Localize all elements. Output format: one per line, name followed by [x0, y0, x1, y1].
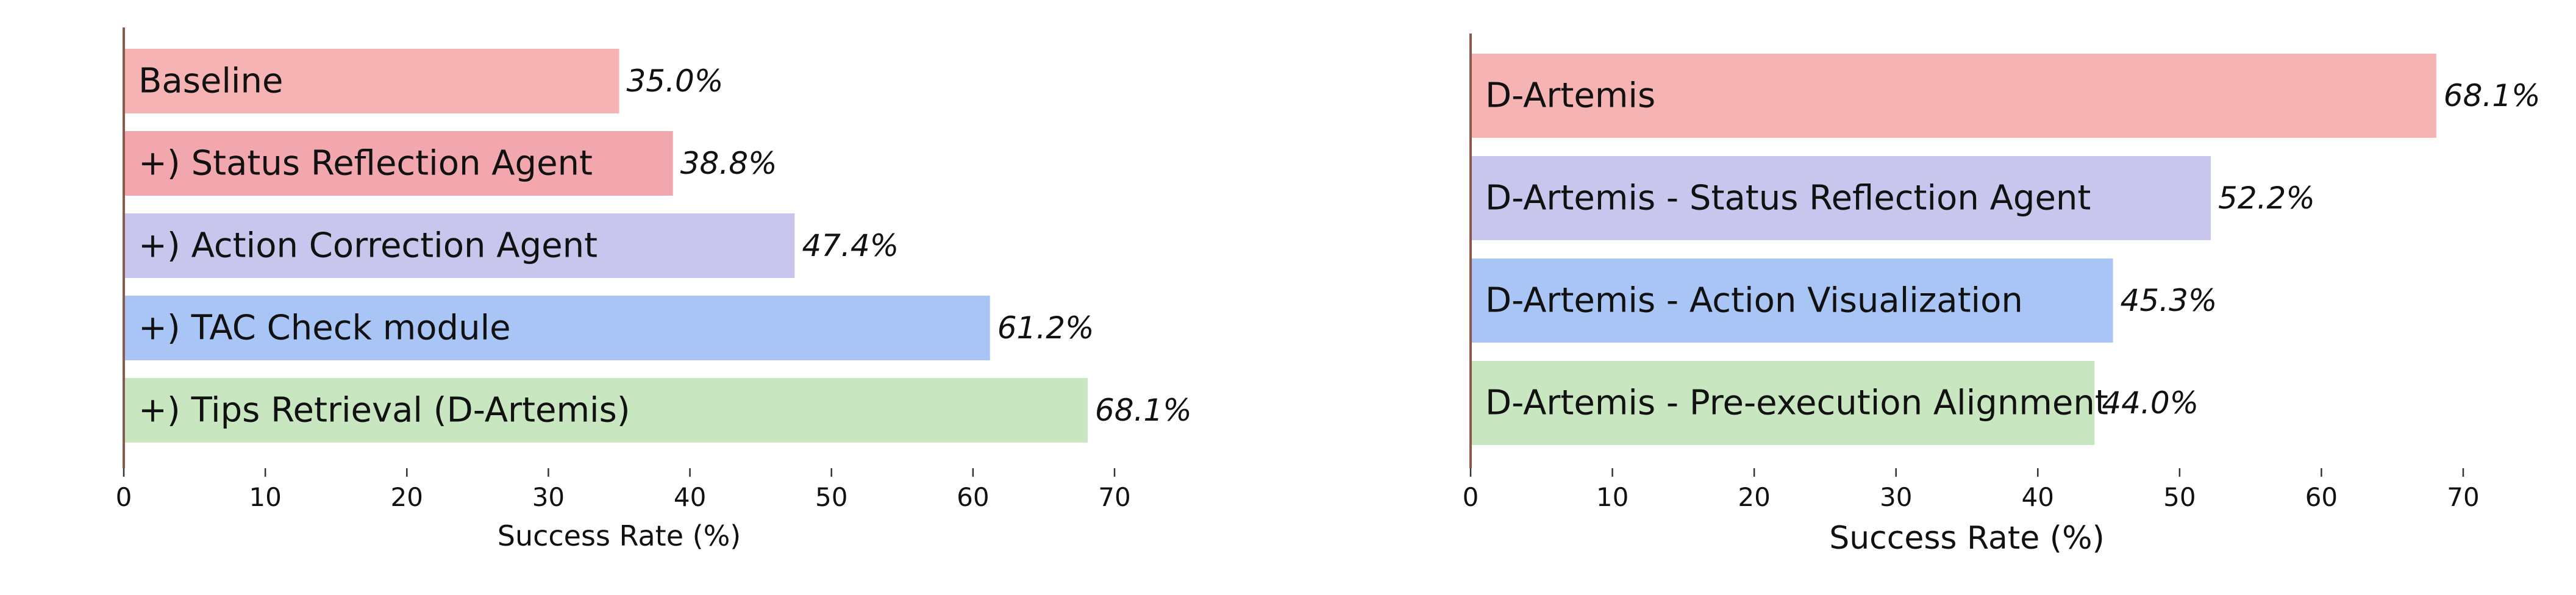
x-tick-label: 0	[116, 482, 132, 512]
bar-value-label: 68.1%	[2444, 78, 2541, 113]
bar	[1471, 361, 2095, 445]
bar-value-label: 68.1%	[1095, 393, 1192, 428]
x-tick-label: 20	[391, 482, 423, 512]
x-tick-label: 10	[249, 482, 281, 512]
x-axis-title: Success Rate (%)	[498, 519, 741, 552]
x-tick-label: 50	[2163, 482, 2196, 512]
bar-category-label: +) Status Reflection Agent	[138, 144, 593, 183]
x-tick-label: 30	[532, 482, 565, 512]
x-tick-label: 50	[815, 482, 847, 512]
x-tick-label: 0	[1463, 482, 1479, 512]
x-tick-label: 70	[1098, 482, 1130, 512]
bar	[1471, 54, 2436, 138]
x-axis-title: Success Rate (%)	[1829, 520, 2105, 557]
bar-category-label: +) Action Correction Agent	[138, 226, 598, 266]
x-tick-label: 40	[674, 482, 706, 512]
bar-value-label: 61.2%	[997, 310, 1094, 346]
x-tick-label: 60	[2305, 482, 2338, 512]
bar-value-label: 45.3%	[2121, 283, 2217, 318]
x-tick-label: 60	[957, 482, 989, 512]
bar	[124, 131, 673, 196]
bar	[124, 49, 619, 113]
x-tick-label: 70	[2447, 482, 2479, 512]
bar-value-label: 35.0%	[627, 63, 724, 99]
bar-value-label: 52.2%	[2218, 180, 2315, 216]
bar-value-label: 38.8%	[680, 146, 777, 181]
bar-category-label: D-Artemis - Pre-execution Alignment	[1485, 383, 2108, 423]
bar	[1471, 258, 2113, 343]
right-panel-chart: D-Artemis 68.1% D-Artemis - Status Reflect…	[1463, 34, 2541, 557]
bar-category-label: D-Artemis - Status Reflection Agent	[1485, 179, 2091, 218]
left-panel-chart: Baseline 35.0% +) Status Reflection Agent 3…	[116, 27, 1192, 552]
bar-category-label: D-Artemis - Action Visualization	[1485, 281, 2023, 321]
bar-value-label: 47.4%	[802, 228, 899, 263]
bar	[1471, 156, 2211, 240]
x-tick-label: 40	[2022, 482, 2054, 512]
bar-category-label: +) TAC Check module	[138, 308, 511, 348]
bar-category-label: D-Artemis	[1485, 76, 1655, 116]
bar-category-label: Baseline	[138, 62, 283, 101]
bar	[124, 378, 1088, 443]
bar	[124, 213, 795, 278]
bar-category-label: +) Tips Retrieval (D-Artemis)	[138, 391, 630, 430]
x-tick-label: 30	[1880, 482, 1912, 512]
x-tick-label: 10	[1596, 482, 1629, 512]
x-tick-label: 20	[1738, 482, 1770, 512]
bar	[124, 296, 990, 360]
bar-value-label: 44.0%	[2102, 385, 2199, 421]
